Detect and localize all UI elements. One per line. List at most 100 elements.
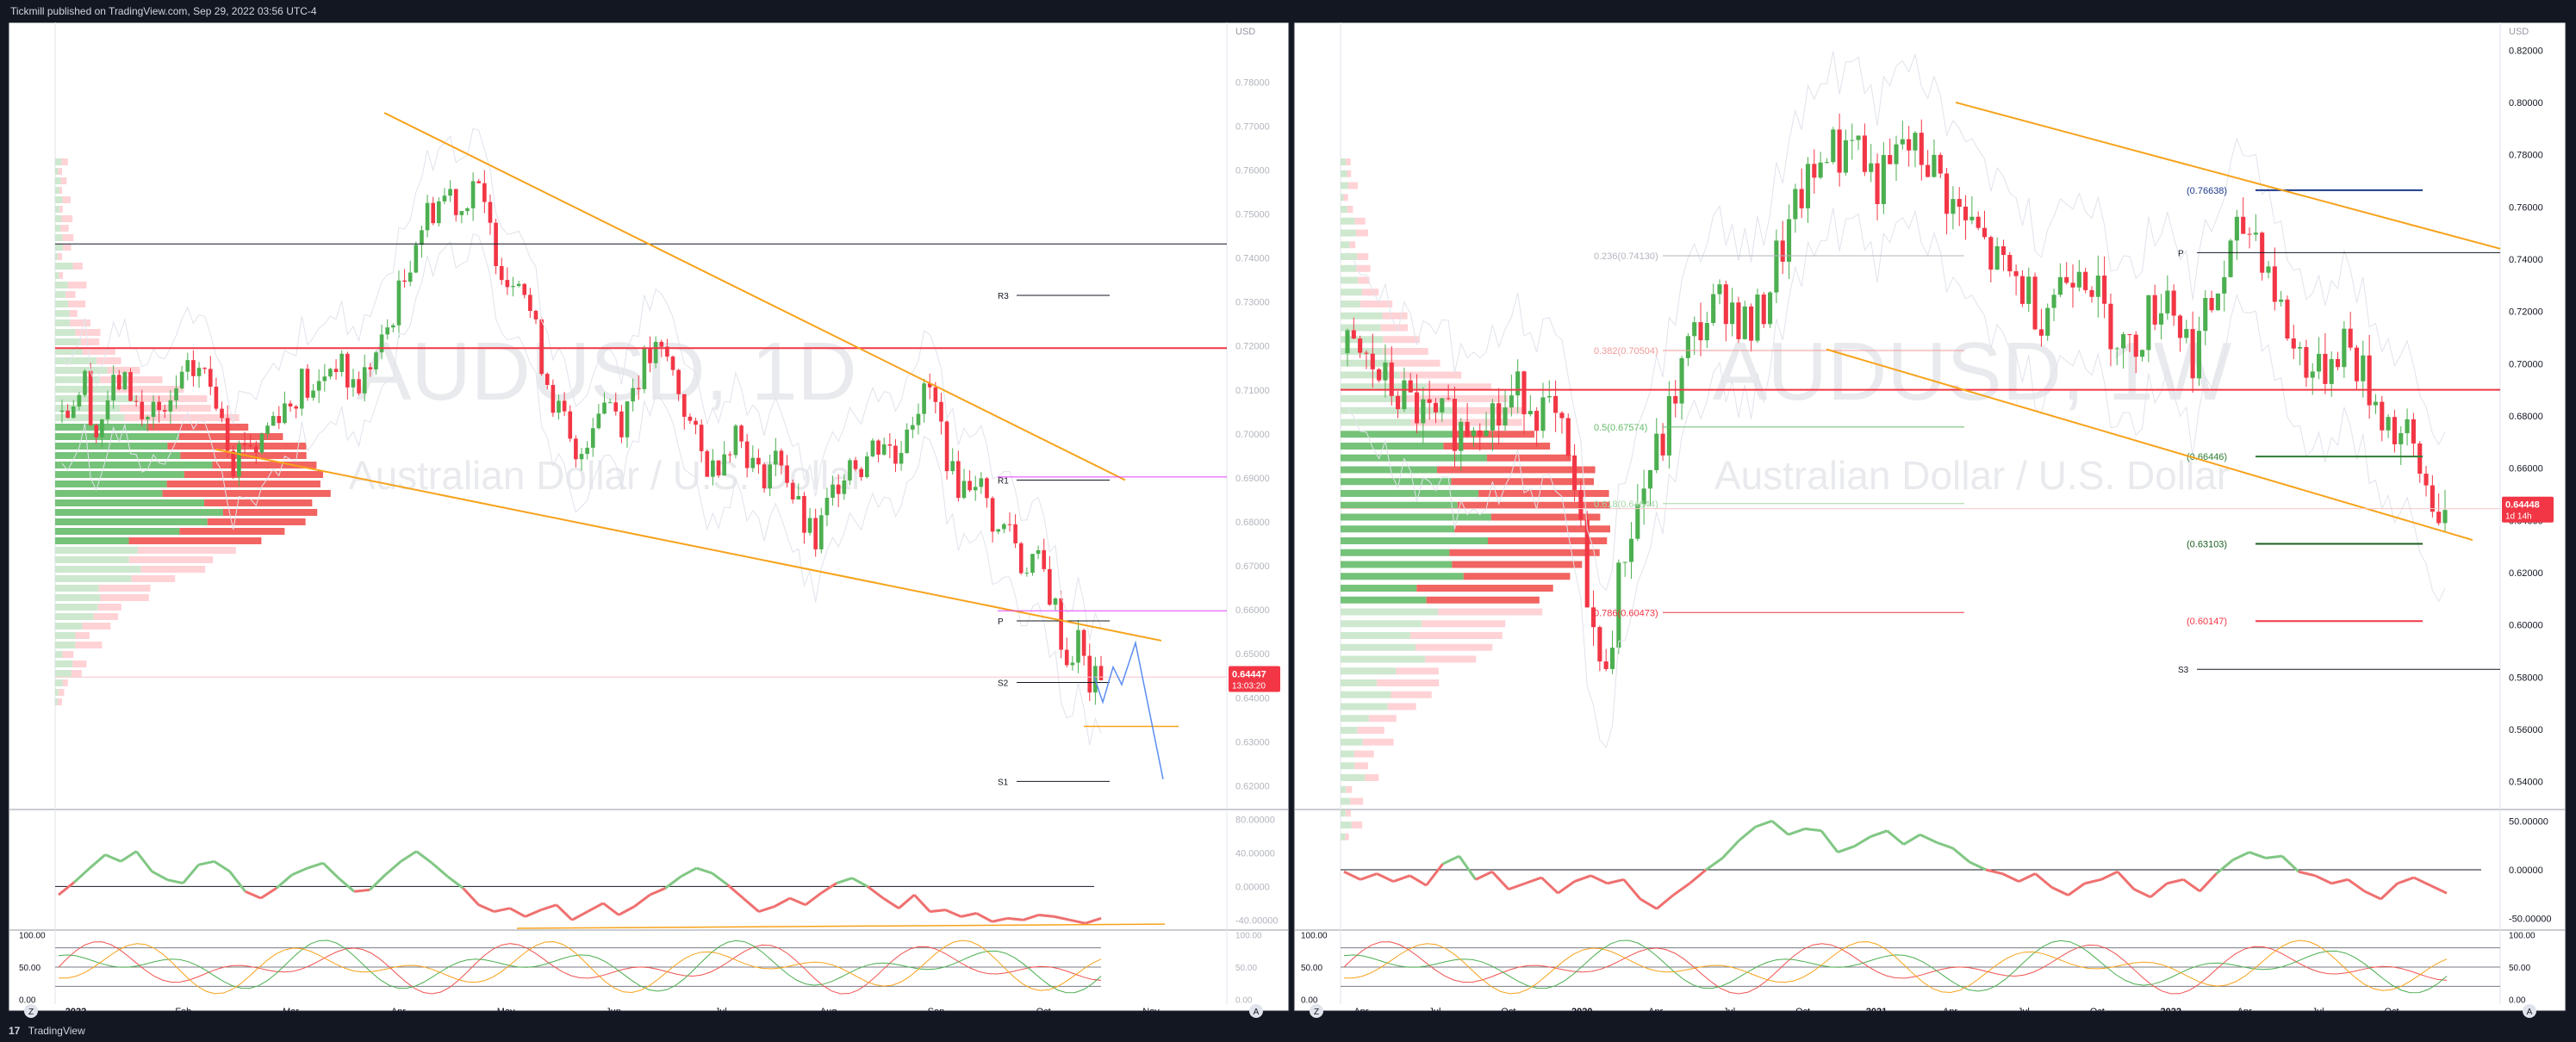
candle-body[interactable]	[1881, 155, 1886, 204]
candle-body[interactable]	[357, 379, 361, 394]
candle-body[interactable]	[1433, 402, 1439, 412]
candle-body[interactable]	[1976, 216, 1981, 228]
candle-body[interactable]	[100, 419, 104, 437]
candle-body[interactable]	[596, 413, 601, 429]
candle-body[interactable]	[2083, 271, 2088, 290]
candle-body[interactable]	[2045, 307, 2050, 336]
candle-body[interactable]	[1546, 395, 1552, 398]
candle-body[interactable]	[1888, 155, 1893, 164]
candle-body[interactable]	[2032, 276, 2038, 330]
candle-body[interactable]	[2285, 299, 2290, 339]
candle-body[interactable]	[911, 425, 915, 430]
candle-body[interactable]	[122, 372, 128, 390]
candle-body[interactable]	[1957, 199, 1962, 208]
candle-body[interactable]	[425, 202, 430, 231]
candle-body[interactable]	[1894, 144, 1899, 164]
candle-body[interactable]	[1528, 411, 1533, 415]
auto-scale-button[interactable]	[1249, 1004, 1263, 1018]
candle-body[interactable]	[1824, 162, 1830, 164]
candle-body[interactable]	[362, 367, 367, 394]
candle-body[interactable]	[385, 327, 390, 335]
candle-body[interactable]	[179, 371, 184, 388]
candle-body[interactable]	[768, 464, 772, 489]
candle-body[interactable]	[2013, 271, 2019, 276]
candle-body[interactable]	[1490, 403, 1495, 431]
candle-body[interactable]	[442, 195, 447, 202]
candle-body[interactable]	[516, 283, 521, 287]
last-price-badge[interactable]	[2502, 496, 2554, 523]
candle-body[interactable]	[437, 201, 441, 224]
candle-body[interactable]	[831, 484, 835, 499]
candle-body[interactable]	[453, 189, 458, 215]
candle-body[interactable]	[1087, 655, 1092, 693]
candle-body[interactable]	[1351, 330, 1356, 339]
candle-body[interactable]	[1799, 189, 1804, 208]
trendline-upper[interactable]	[1955, 101, 2501, 250]
candle-body[interactable]	[396, 280, 401, 326]
trendline-lower[interactable]	[1826, 348, 2473, 542]
candle-body[interactable]	[688, 416, 693, 421]
candle-body[interactable]	[1913, 133, 1918, 151]
candle-body[interactable]	[1459, 421, 1464, 451]
candle-body[interactable]	[1098, 666, 1104, 680]
candle-body[interactable]	[168, 400, 173, 412]
candle-body[interactable]	[813, 518, 818, 549]
candle-body[interactable]	[1408, 380, 1413, 393]
candle-body[interactable]	[1969, 216, 1975, 220]
candle-body[interactable]	[2108, 303, 2113, 350]
candle-body[interactable]	[1540, 397, 1546, 431]
candle-body[interactable]	[1377, 369, 1382, 381]
candle-body[interactable]	[2304, 347, 2309, 378]
candle-body[interactable]	[283, 403, 287, 424]
candle-body[interactable]	[933, 387, 938, 402]
candle-body[interactable]	[557, 400, 561, 413]
candle-body[interactable]	[1048, 568, 1052, 605]
candle-body[interactable]	[1875, 163, 1880, 204]
candle-body[interactable]	[939, 401, 943, 422]
candle-body[interactable]	[956, 461, 961, 499]
candle-body[interactable]	[83, 370, 87, 395]
candle-body[interactable]	[1503, 407, 1508, 426]
candle-body[interactable]	[248, 444, 252, 447]
candle-body[interactable]	[2057, 276, 2063, 295]
candle-body[interactable]	[2354, 347, 2360, 381]
candle-body[interactable]	[431, 202, 436, 224]
candle-body[interactable]	[1805, 164, 1811, 208]
candle-body[interactable]	[2000, 245, 2007, 256]
candle-body[interactable]	[602, 402, 607, 414]
candle-body[interactable]	[1673, 395, 1678, 404]
candle-body[interactable]	[779, 450, 784, 466]
candle-body[interactable]	[694, 420, 698, 425]
candle-body[interactable]	[990, 498, 995, 532]
candle-body[interactable]	[574, 438, 578, 460]
candle-body[interactable]	[146, 417, 150, 419]
candle-body[interactable]	[2247, 233, 2252, 235]
candle-body[interactable]	[288, 403, 293, 407]
candle-body[interactable]	[1064, 649, 1069, 666]
candle-body[interactable]	[2373, 401, 2379, 406]
candle-body[interactable]	[294, 406, 299, 409]
candle-body[interactable]	[253, 446, 258, 453]
candle-body[interactable]	[1622, 561, 1627, 563]
candle-body[interactable]	[2361, 355, 2366, 381]
candle-body[interactable]	[1515, 371, 1521, 396]
candle-body[interactable]	[1553, 395, 1559, 413]
candle-body[interactable]	[590, 428, 595, 448]
candle-body[interactable]	[893, 445, 898, 464]
candle-body[interactable]	[1396, 395, 1401, 410]
zoom-reset-button[interactable]	[24, 1004, 38, 1018]
candle-body[interactable]	[2348, 328, 2353, 348]
candle-body[interactable]	[391, 325, 395, 328]
candle-body[interactable]	[1465, 421, 1470, 437]
candle-body[interactable]	[2133, 334, 2138, 357]
candle-body[interactable]	[191, 360, 196, 376]
candle-body[interactable]	[374, 352, 378, 369]
candle-body[interactable]	[2190, 329, 2195, 379]
candle-body[interactable]	[2342, 328, 2347, 368]
candle-body[interactable]	[985, 478, 989, 499]
candle-body[interactable]	[1711, 294, 1716, 324]
candle-body[interactable]	[59, 410, 65, 412]
candle-body[interactable]	[1647, 469, 1653, 489]
candle-body[interactable]	[259, 433, 264, 453]
candle-body[interactable]	[562, 400, 567, 412]
